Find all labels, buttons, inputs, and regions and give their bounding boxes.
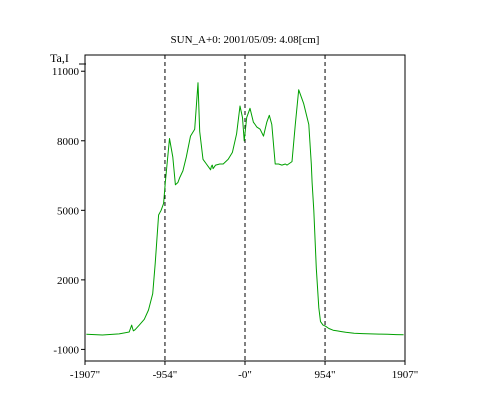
x-tick-label: -0": [238, 369, 252, 381]
y-tick-label: 2000: [57, 275, 80, 287]
chart-title: SUN_A+0: 2001/05/09: 4.08[cm]: [171, 34, 320, 46]
series-group: [86, 82, 404, 336]
y-tick-label: 8000: [57, 136, 80, 148]
x-tick-label: -954": [153, 369, 178, 381]
y-axis-ticks: 11000 8000 5000 2000 -1000: [52, 66, 85, 356]
y-tick-label: 11000: [52, 66, 80, 78]
y-axis-label: Ta,I: [50, 51, 69, 65]
y-tick-label: 5000: [57, 205, 80, 217]
y-tick-label: -1000: [53, 344, 79, 356]
reference-lines: [164, 55, 326, 361]
x-tick-label: -1907": [70, 369, 100, 381]
x-axis-ticks: -1907" -954" -0" 954" 1907": [70, 361, 418, 381]
series-line-0: [86, 82, 404, 336]
x-tick-label: 1907": [392, 369, 419, 381]
x-tick-label: 954": [315, 369, 336, 381]
